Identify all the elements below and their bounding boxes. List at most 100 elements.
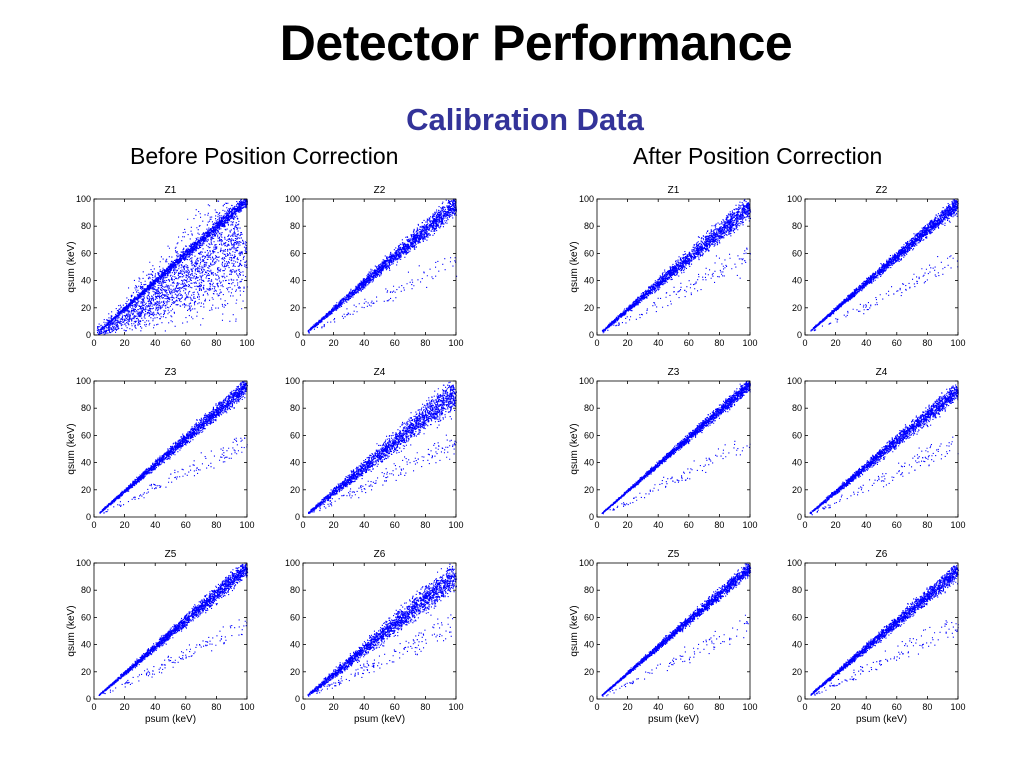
- x-tick-label: 40: [359, 338, 369, 348]
- x-tick-label: 40: [861, 520, 871, 530]
- x-tick-label: 20: [329, 702, 339, 712]
- y-tick-label: 40: [81, 458, 91, 468]
- y-tick-label: 100: [285, 194, 300, 204]
- point-cloud: [96, 200, 248, 336]
- point-cloud: [308, 257, 458, 334]
- x-tick-label: 40: [653, 338, 663, 348]
- x-tick-label: 0: [300, 520, 305, 530]
- x-tick-label: 100: [239, 338, 254, 348]
- y-tick-label: 40: [584, 458, 594, 468]
- plot-frame: [93, 380, 248, 518]
- scatter-points: [96, 199, 248, 336]
- y-tick-label: 80: [81, 403, 91, 413]
- y-tick-label: 0: [797, 512, 802, 522]
- point-cloud: [313, 614, 454, 694]
- y-tick-label: 100: [787, 558, 802, 568]
- y-tick-label: 60: [81, 612, 91, 622]
- plot-frame: [93, 198, 248, 336]
- scatter-points: [99, 381, 249, 514]
- x-tick-label: 20: [623, 702, 633, 712]
- y-tick-label: 60: [792, 248, 802, 258]
- x-axis-label: psum (keV): [856, 714, 907, 725]
- point-cloud: [309, 434, 457, 514]
- x-tick-label: 60: [390, 520, 400, 530]
- y-tick-label: 60: [290, 248, 300, 258]
- x-axis-label: psum (keV): [145, 714, 196, 725]
- x-tick-label: 60: [892, 520, 902, 530]
- scatter-points: [809, 384, 959, 516]
- y-tick-label: 0: [295, 694, 300, 704]
- x-tick-label: 20: [120, 338, 130, 348]
- y-tick-label: 80: [290, 221, 300, 231]
- x-tick-label: 60: [181, 520, 191, 530]
- x-tick-label: 100: [448, 702, 463, 712]
- x-tick-label: 100: [448, 520, 463, 530]
- y-tick-label: 60: [584, 612, 594, 622]
- point-cloud: [810, 199, 959, 332]
- y-tick-label: 60: [81, 248, 91, 258]
- scatter-points: [307, 563, 458, 697]
- y-axis-label: qsum (keV): [66, 241, 77, 292]
- x-tick-label: 80: [714, 702, 724, 712]
- scatter-plot-7: 0 20 40 60 80 100 0 20 40 60 80 100 Z1 qsum (keV): [569, 185, 758, 348]
- point-cloud: [103, 619, 248, 695]
- x-tick-label: 100: [742, 338, 757, 348]
- x-tick-label: 40: [653, 702, 663, 712]
- x-tick-label: 80: [211, 702, 221, 712]
- x-tick-label: 20: [831, 702, 841, 712]
- x-tick-label: 60: [390, 702, 400, 712]
- y-tick-label: 20: [81, 303, 91, 313]
- point-cloud: [602, 440, 751, 515]
- x-tick-label: 60: [684, 520, 694, 530]
- x-tick-label: 0: [594, 702, 599, 712]
- scatter-plot-8: 0 20 40 60 80 100 0 20 40 60 80 100 Z2: [787, 185, 966, 348]
- x-tick-label: 60: [684, 338, 694, 348]
- y-tick-label: 20: [792, 667, 802, 677]
- panel-heading-after: After Position Correction: [633, 143, 883, 169]
- scatter-plot-12: 0 20 40 60 80 100 0 20 40 60 80 100 Z6 psum (keV): [787, 549, 966, 725]
- y-tick-label: 80: [584, 221, 594, 231]
- plot-frame: [596, 380, 751, 518]
- plot-title: Z1: [668, 185, 680, 196]
- scatter-points: [601, 563, 752, 697]
- x-tick-label: 100: [950, 338, 965, 348]
- plot-title: Z2: [374, 185, 386, 196]
- y-tick-label: 0: [589, 330, 594, 340]
- y-tick-label: 40: [792, 276, 802, 286]
- point-cloud: [601, 381, 751, 514]
- y-tick-label: 100: [579, 194, 594, 204]
- x-tick-label: 100: [950, 520, 965, 530]
- y-tick-label: 0: [295, 512, 300, 522]
- y-tick-label: 40: [584, 276, 594, 286]
- y-tick-label: 20: [290, 303, 300, 313]
- y-tick-label: 20: [81, 667, 91, 677]
- plot-title: Z6: [876, 549, 888, 560]
- y-tick-label: 80: [792, 403, 802, 413]
- x-tick-label: 80: [922, 702, 932, 712]
- scatter-plot-11: 0 20 40 60 80 100 0 20 40 60 80 100 Z5 qsum (keV) psum…: [569, 549, 758, 725]
- y-tick-label: 60: [792, 612, 802, 622]
- x-tick-label: 80: [922, 338, 932, 348]
- y-tick-label: 100: [579, 558, 594, 568]
- y-axis-label: qsum (keV): [569, 241, 580, 292]
- y-axis-label: qsum (keV): [66, 423, 77, 474]
- x-tick-label: 40: [653, 520, 663, 530]
- slide-title: Detector Performance: [279, 15, 793, 71]
- x-tick-label: 40: [359, 702, 369, 712]
- point-cloud: [810, 565, 959, 696]
- x-tick-label: 80: [211, 520, 221, 530]
- point-cloud: [813, 255, 959, 332]
- y-tick-label: 80: [792, 585, 802, 595]
- plot-title: Z5: [668, 549, 680, 560]
- y-tick-label: 0: [86, 694, 91, 704]
- y-tick-label: 80: [290, 585, 300, 595]
- y-tick-label: 80: [81, 221, 91, 231]
- y-tick-label: 20: [584, 485, 594, 495]
- x-tick-label: 0: [91, 702, 96, 712]
- plot-frame: [804, 198, 959, 336]
- x-tick-label: 80: [420, 702, 430, 712]
- y-axis-label: qsum (keV): [569, 423, 580, 474]
- x-tick-label: 40: [359, 520, 369, 530]
- plot-frame: [93, 562, 248, 700]
- y-tick-label: 0: [86, 330, 91, 340]
